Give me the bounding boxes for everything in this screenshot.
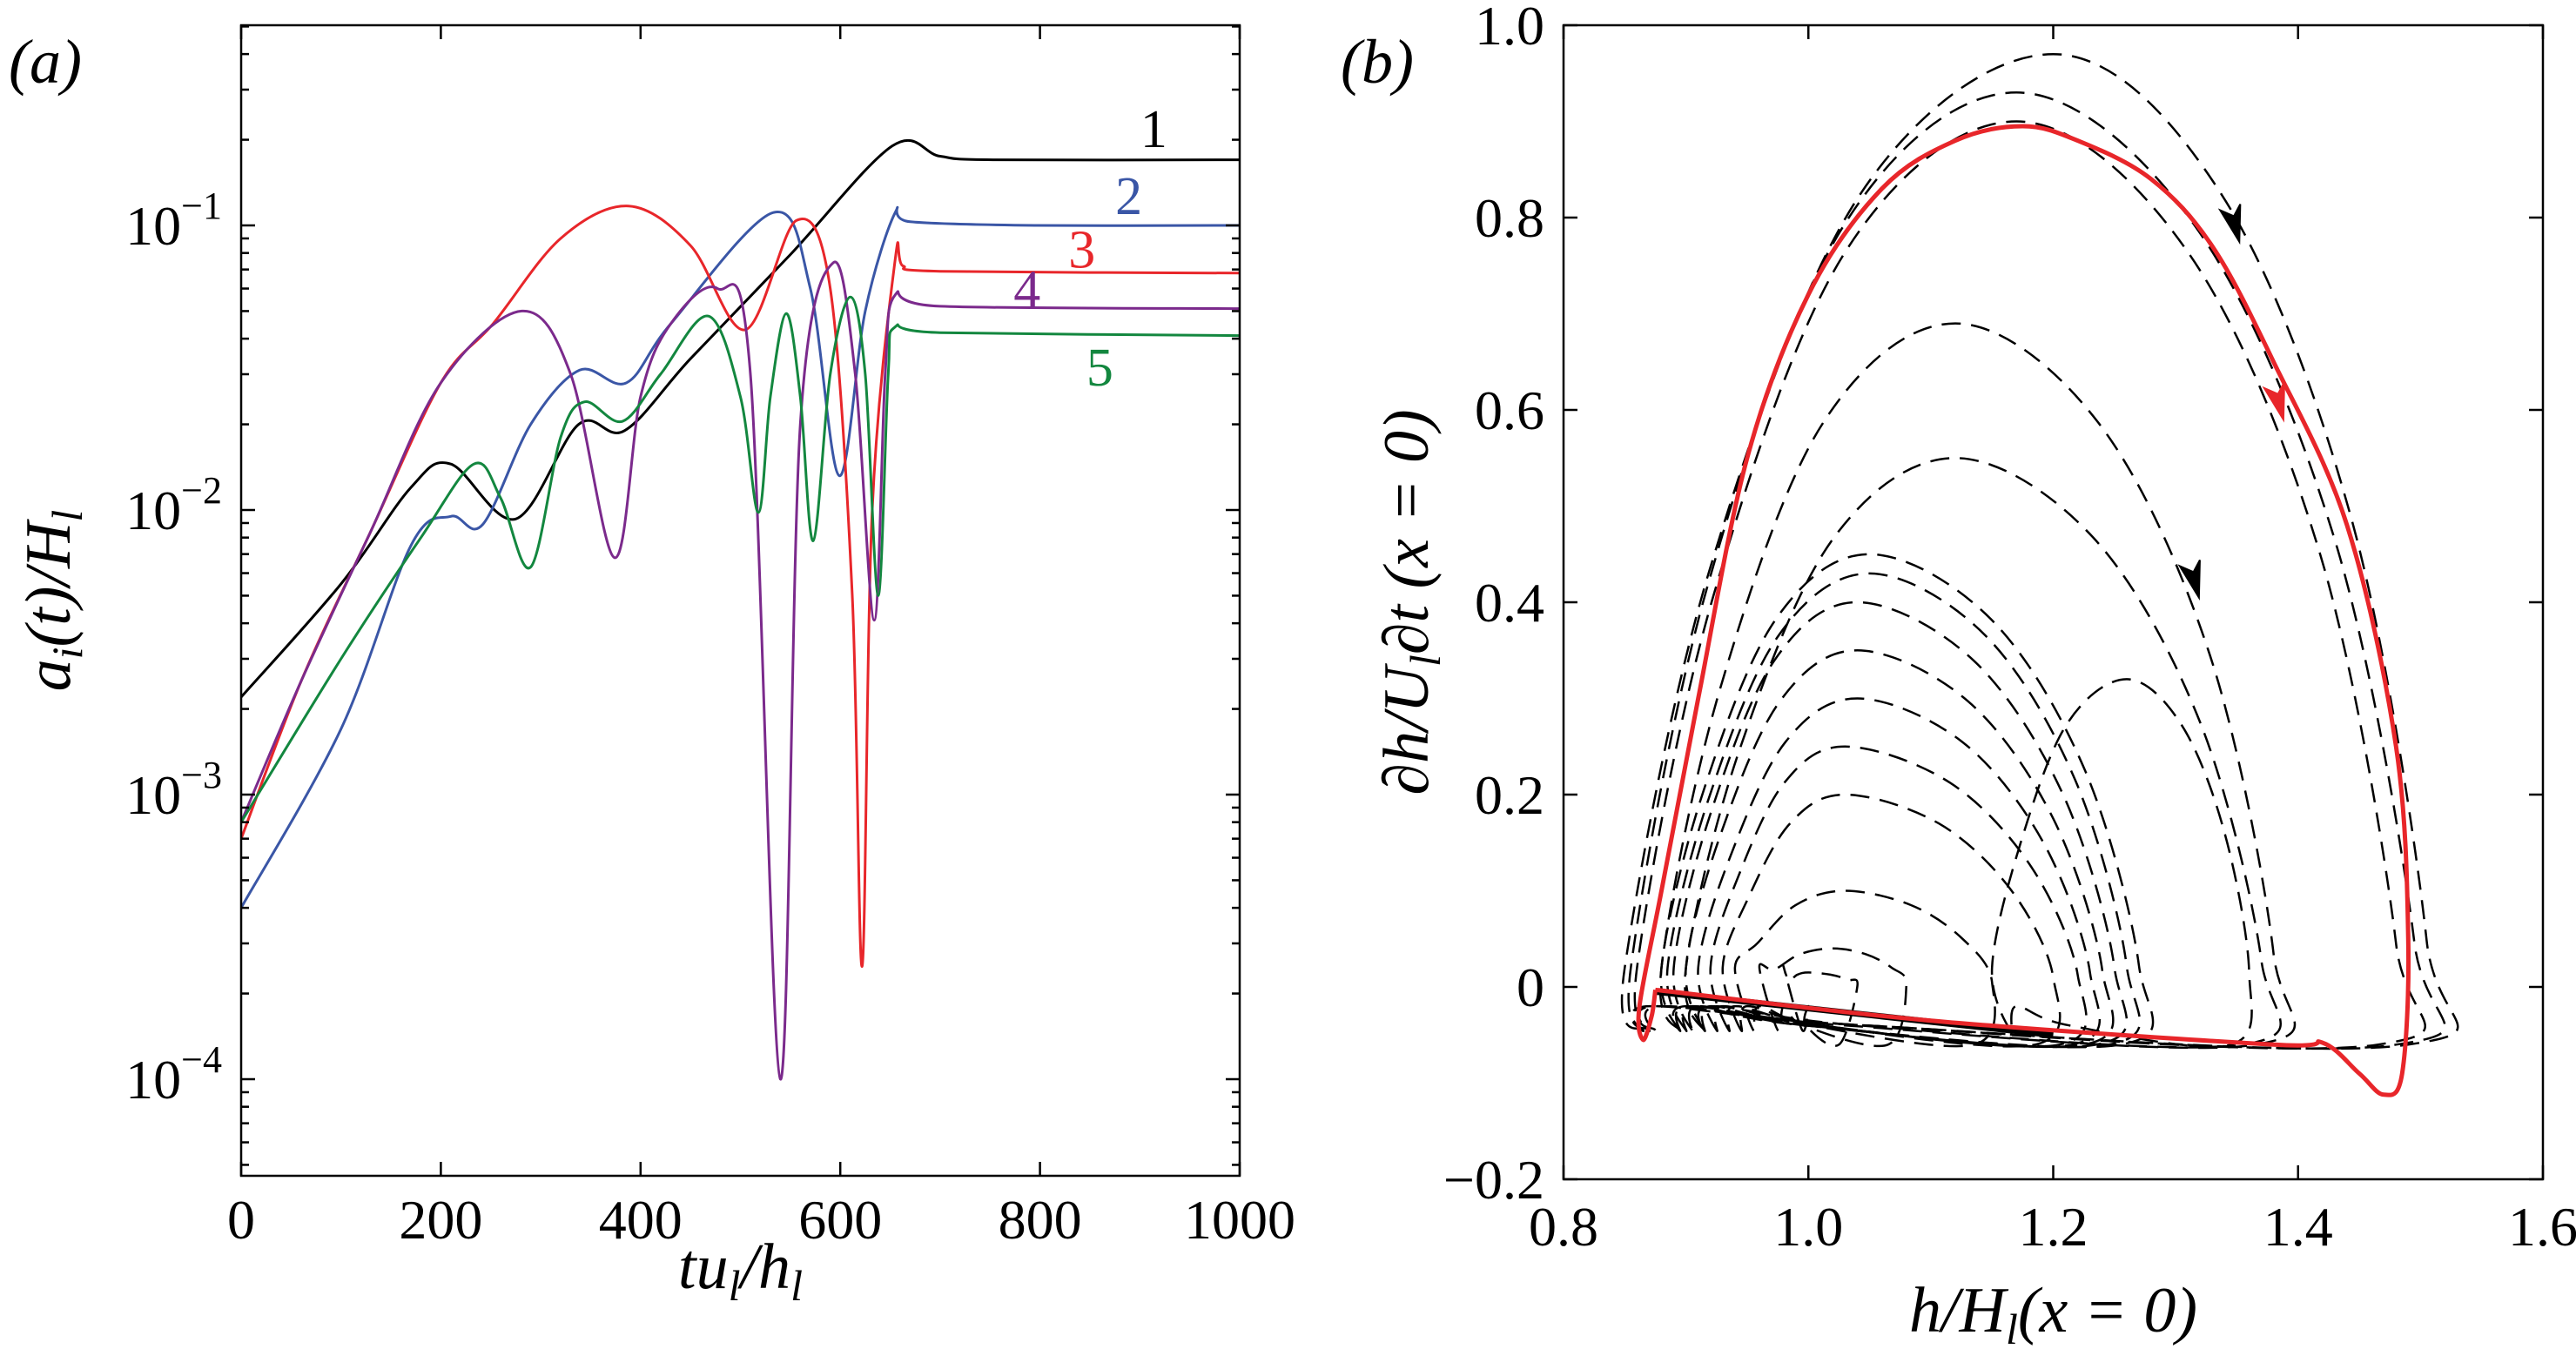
transient-trajectory — [1721, 793, 2061, 1048]
series-line-4 — [241, 260, 1240, 1081]
series-label-5: 5 — [1086, 339, 1113, 398]
y-axis-title-a-part: a — [13, 659, 84, 691]
x-tick-label: 1.4 — [2263, 1196, 2333, 1258]
x-axis-title-b-part: (x = 0) — [2018, 1275, 2197, 1346]
series-line-3 — [241, 205, 1240, 968]
direction-arrow-icon — [2262, 381, 2285, 423]
transient-trajectory — [1627, 91, 2446, 1050]
x-tick-label: 0 — [227, 1189, 255, 1251]
y-axis-title-a: ai(t)/Hl — [13, 510, 91, 692]
x-axis-title-a-part: tu — [678, 1231, 729, 1303]
x-axis-title-a-part: l — [729, 1261, 741, 1310]
x-axis-title-a: tul/hl — [678, 1231, 803, 1310]
x-tick-label: 200 — [399, 1189, 482, 1251]
plot-frame-a — [239, 23, 1241, 1178]
transient-trajectory — [1733, 889, 1996, 1048]
x-tick-label: 1.0 — [1773, 1196, 1843, 1258]
x-tick-label: 800 — [999, 1189, 1082, 1251]
y-tick-base: 10 — [125, 1049, 181, 1111]
y-axis-title-a-part: (t)/H — [13, 519, 84, 647]
y-tick-label: 0 — [1517, 956, 1544, 1018]
y-tick-label: 10−2 — [125, 469, 222, 541]
y-tick-label: −0.2 — [1443, 1149, 1544, 1211]
series-label-3: 3 — [1068, 220, 1095, 279]
y-tick-label: 1.0 — [1475, 0, 1544, 57]
y-axis-title-b: ∂h/Ul∂t (x = 0) — [1371, 409, 1449, 795]
x-tick-label: 1.6 — [2508, 1196, 2576, 1258]
x-axis-title-b-part: l — [2006, 1305, 2018, 1353]
y-tick-exponent: −4 — [181, 1038, 222, 1081]
y-tick-label: 0.8 — [1475, 187, 1544, 249]
y-tick-label: 0.4 — [1475, 572, 1544, 634]
limit-cycle-line — [1636, 124, 2411, 1097]
y-axis-title-a-part: i — [43, 647, 91, 659]
series-line-5 — [241, 295, 1240, 823]
direction-arrow-icon — [2177, 559, 2201, 601]
x-axis-title-a-part: /h — [737, 1231, 791, 1303]
y-tick-label: 0.6 — [1475, 379, 1544, 441]
y-tick-exponent: −1 — [181, 185, 222, 227]
y-tick-label: 10−3 — [125, 754, 222, 826]
series-line-2 — [241, 205, 1240, 909]
y-tick-label: 10−1 — [125, 185, 222, 257]
transient-trajectory — [1633, 120, 2426, 1050]
transient-trajectory — [1782, 964, 1859, 1048]
x-tick-label: 400 — [599, 1189, 683, 1251]
x-tick-label: 1.2 — [2019, 1196, 2088, 1258]
y-axis-title-b-part: l — [1401, 654, 1449, 667]
y-tick-base: 10 — [125, 195, 181, 257]
y-tick-exponent: −3 — [181, 754, 222, 796]
transient-trajectory — [1620, 52, 2459, 1050]
x-tick-label: 600 — [798, 1189, 882, 1251]
y-tick-base: 10 — [125, 480, 181, 541]
panel-label-b: (b) — [1341, 27, 1414, 97]
y-axis-title-b-part: ∂t (x = 0) — [1371, 409, 1443, 654]
x-axis-title-a-part: l — [790, 1261, 803, 1310]
series-label-2: 2 — [1115, 167, 1142, 226]
y-tick-label: 10−4 — [125, 1038, 222, 1111]
y-tick-label: 0.2 — [1475, 764, 1544, 826]
series-label-1: 1 — [1140, 100, 1167, 159]
panel-label-a: (a) — [9, 27, 82, 97]
transient-trajectory — [1671, 601, 2129, 1049]
y-axis-title-b-part: ∂h/U — [1371, 662, 1443, 795]
transient-trajectory — [1697, 697, 2102, 1048]
y-axis-title-a-part: l — [43, 510, 91, 522]
direction-arrow-icon — [2217, 204, 2242, 245]
x-tick-label: 1000 — [1184, 1189, 1295, 1251]
x-tick-label: 0.8 — [1529, 1196, 1598, 1258]
transient-trajectory — [1758, 947, 1908, 1048]
panel-b: (b) 0.8 1.0 1.2 1.4 1.6 1.0 0.8 0.6 0.4 0.2 0 −0.2 h/… — [1341, 0, 2576, 1353]
series-label-4: 4 — [1013, 261, 1040, 320]
y-tick-exponent: −2 — [181, 469, 222, 512]
series-line-1 — [241, 139, 1240, 698]
x-axis-title-b: h/Hl(x = 0) — [1909, 1275, 2197, 1353]
x-axis-title-b-part: h/H — [1909, 1275, 2009, 1346]
y-tick-base: 10 — [125, 764, 181, 826]
